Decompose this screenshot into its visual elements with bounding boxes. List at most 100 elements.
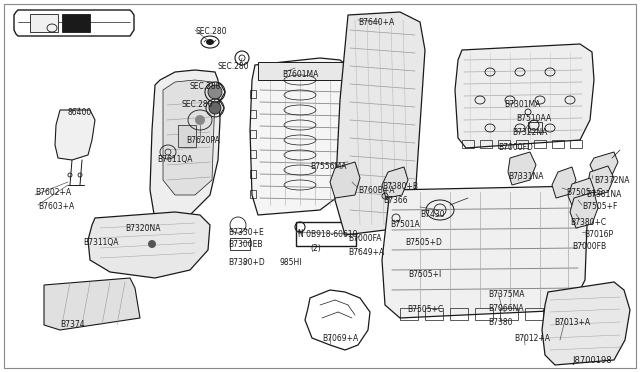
Text: B7322NA: B7322NA bbox=[512, 128, 547, 137]
Ellipse shape bbox=[148, 240, 156, 248]
Polygon shape bbox=[455, 44, 594, 148]
Text: 86400: 86400 bbox=[68, 108, 92, 117]
Bar bbox=[400, 308, 418, 320]
Text: B7300EB: B7300EB bbox=[228, 240, 262, 249]
Ellipse shape bbox=[209, 102, 221, 114]
Text: B7505+C: B7505+C bbox=[407, 305, 444, 314]
Text: B7000FB: B7000FB bbox=[572, 242, 606, 251]
Bar bbox=[528, 122, 542, 132]
Bar bbox=[500, 308, 518, 320]
Bar bbox=[575, 308, 593, 320]
Text: B7505+F: B7505+F bbox=[582, 202, 618, 211]
Ellipse shape bbox=[206, 39, 214, 45]
Text: B7380: B7380 bbox=[488, 318, 513, 327]
Text: B7505+D: B7505+D bbox=[405, 238, 442, 247]
Text: B7501A: B7501A bbox=[390, 220, 420, 229]
Text: B7012+A: B7012+A bbox=[514, 334, 550, 343]
Text: 985HI: 985HI bbox=[280, 258, 303, 267]
Bar bbox=[178, 125, 196, 147]
Text: SEC.280: SEC.280 bbox=[195, 27, 227, 36]
Text: B7330+E: B7330+E bbox=[228, 228, 264, 237]
Bar bbox=[230, 238, 250, 250]
Text: B7331NA: B7331NA bbox=[508, 172, 543, 181]
Text: B7374: B7374 bbox=[60, 320, 84, 329]
Text: B7601MA: B7601MA bbox=[282, 70, 318, 79]
Bar bbox=[30, 14, 58, 32]
Bar bbox=[250, 190, 256, 198]
Text: J8700198: J8700198 bbox=[572, 356, 612, 365]
Bar bbox=[346, 90, 352, 98]
Text: B7640+A: B7640+A bbox=[358, 18, 394, 27]
Text: B7016P: B7016P bbox=[584, 230, 613, 239]
Text: SEC.280: SEC.280 bbox=[189, 82, 221, 91]
Bar bbox=[480, 140, 492, 148]
Polygon shape bbox=[508, 152, 536, 185]
Bar bbox=[450, 308, 468, 320]
Text: B7556MA: B7556MA bbox=[310, 162, 346, 171]
Bar bbox=[296, 222, 356, 246]
Text: B7066NA: B7066NA bbox=[488, 304, 524, 313]
Bar bbox=[534, 140, 546, 148]
Text: B7013+A: B7013+A bbox=[554, 318, 590, 327]
Text: B7380+B: B7380+B bbox=[382, 182, 418, 191]
Text: (2): (2) bbox=[310, 244, 321, 253]
Ellipse shape bbox=[208, 85, 222, 99]
Text: B7366: B7366 bbox=[383, 196, 408, 205]
Bar bbox=[552, 140, 564, 148]
Text: B7430: B7430 bbox=[420, 210, 445, 219]
Bar bbox=[462, 140, 474, 148]
Ellipse shape bbox=[195, 115, 205, 125]
Bar bbox=[250, 90, 256, 98]
Text: B7620PA: B7620PA bbox=[186, 136, 220, 145]
Polygon shape bbox=[570, 192, 598, 228]
Polygon shape bbox=[55, 110, 95, 160]
Polygon shape bbox=[335, 12, 425, 235]
Text: B7375MA: B7375MA bbox=[488, 290, 525, 299]
Text: B7603+A: B7603+A bbox=[38, 202, 74, 211]
Bar bbox=[258, 62, 346, 80]
Text: B7320NA: B7320NA bbox=[125, 224, 161, 233]
Text: B7649+A: B7649+A bbox=[348, 248, 384, 257]
Bar bbox=[516, 140, 528, 148]
Polygon shape bbox=[88, 212, 210, 278]
Text: SEC.280: SEC.280 bbox=[181, 100, 212, 109]
Text: B7381NA: B7381NA bbox=[586, 190, 621, 199]
Bar bbox=[250, 130, 256, 138]
Polygon shape bbox=[348, 148, 365, 178]
Bar bbox=[250, 170, 256, 178]
Polygon shape bbox=[568, 178, 595, 210]
Polygon shape bbox=[588, 166, 614, 196]
Text: B7380+C: B7380+C bbox=[570, 218, 606, 227]
Polygon shape bbox=[590, 152, 618, 178]
Text: B760B+A: B760B+A bbox=[358, 186, 394, 195]
Bar bbox=[346, 170, 352, 178]
Text: B7505+G: B7505+G bbox=[566, 188, 603, 197]
Bar bbox=[475, 308, 493, 320]
Text: B7311QA: B7311QA bbox=[83, 238, 118, 247]
Text: B7069+A: B7069+A bbox=[322, 334, 358, 343]
Bar bbox=[570, 140, 582, 148]
Text: N: N bbox=[297, 229, 302, 235]
Text: B7000FD: B7000FD bbox=[498, 143, 533, 152]
Bar bbox=[346, 110, 352, 118]
Polygon shape bbox=[382, 167, 408, 198]
Bar bbox=[250, 110, 256, 118]
Bar bbox=[550, 308, 568, 320]
Bar bbox=[498, 140, 510, 148]
Bar bbox=[346, 150, 352, 158]
Text: B7510AA: B7510AA bbox=[516, 114, 551, 123]
Polygon shape bbox=[542, 282, 630, 365]
Text: B7372NA: B7372NA bbox=[594, 176, 630, 185]
Polygon shape bbox=[330, 162, 360, 198]
Bar bbox=[346, 190, 352, 198]
Bar bbox=[250, 150, 256, 158]
Bar bbox=[525, 308, 543, 320]
Text: B7380+D: B7380+D bbox=[228, 258, 265, 267]
Polygon shape bbox=[163, 80, 215, 195]
Polygon shape bbox=[44, 278, 140, 330]
Polygon shape bbox=[552, 167, 576, 198]
Text: B7301MA: B7301MA bbox=[504, 100, 540, 109]
Polygon shape bbox=[382, 186, 588, 318]
Text: B7611QA: B7611QA bbox=[157, 155, 193, 164]
Polygon shape bbox=[250, 58, 352, 215]
